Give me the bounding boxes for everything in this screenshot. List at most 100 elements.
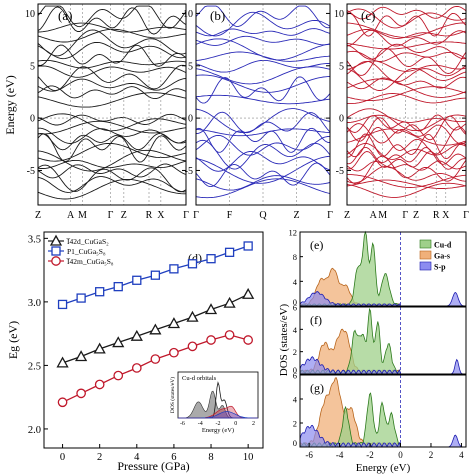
band-line [346, 12, 467, 37]
kpoint-label: Q [259, 210, 267, 221]
data-point [224, 247, 235, 257]
legend-swatch [419, 250, 432, 260]
x-tick-label: 10 [243, 452, 254, 463]
panel-label: (c) [361, 8, 375, 23]
y-tick-label: 0 [339, 114, 344, 125]
kpoint-label: X [157, 210, 165, 221]
band-line [195, 175, 331, 191]
band-line [37, 44, 187, 67]
data-point [169, 264, 179, 274]
series-0 [56, 287, 255, 368]
data-point [75, 350, 88, 362]
y-tick-label: 5 [339, 61, 344, 72]
y-tick-label: 8 [293, 252, 297, 262]
x-tick-label: 4 [134, 452, 140, 463]
band-line [346, 126, 467, 158]
series-1 [57, 241, 253, 310]
band-line [195, 155, 331, 184]
panel-label: (g) [310, 381, 324, 395]
x-tick-label: 0 [60, 452, 65, 463]
band-line [195, 59, 331, 73]
data-point [206, 254, 216, 264]
kpoint-label: Z [413, 210, 419, 221]
kpoint-label: Z [35, 210, 41, 221]
panel-label: (f) [310, 313, 322, 327]
bandgap-vs-pressure-chart: 0 2 4 6 8 10 2.0 2.5 3.0 3.5 Pressure (GPa) Eg (eV)… [6, 231, 264, 473]
data-point [206, 335, 216, 345]
y-tick-label: 2 [293, 347, 297, 357]
data-point [131, 363, 142, 373]
data-point [95, 287, 105, 297]
y-tick-label: 4 [293, 395, 298, 405]
band-line [37, 159, 187, 169]
data-point [113, 370, 124, 381]
band-line [37, 64, 187, 92]
data-point [186, 310, 199, 322]
band-line [347, 114, 467, 123]
inset-curve [178, 411, 258, 419]
data-point [132, 275, 142, 285]
band-line [38, 127, 187, 144]
band-line [37, 133, 187, 163]
band-line [195, 111, 331, 134]
y-tick-label: -5 [336, 166, 344, 177]
kpoint-label: Γ [402, 210, 408, 221]
kpoint-label: R [433, 210, 440, 221]
data-point [130, 329, 143, 341]
kpoint-label: Z [344, 210, 350, 221]
data-point [204, 303, 218, 315]
kpoint-label: A [67, 210, 75, 221]
band-line [346, 123, 467, 145]
band-line [346, 29, 467, 47]
y-tick-label: 4 [293, 325, 298, 335]
band-line [37, 29, 187, 57]
y-tick-label: 5 [188, 61, 193, 72]
band-line [195, 162, 331, 188]
panel-label: (e) [310, 238, 323, 252]
bands-ylabel: Energy (eV) [3, 75, 17, 134]
band-line [346, 47, 467, 76]
dos-panel-0: (e) 0 4 8 12 [289, 228, 467, 307]
band-line [195, 108, 331, 134]
kpoint-label: R [146, 210, 153, 221]
band-line [37, 92, 187, 108]
data-point [57, 397, 68, 408]
inset-tick-label: 0 [234, 421, 237, 427]
legend-text: Ga-s [434, 252, 450, 261]
band-line [37, 163, 187, 179]
y-tick-label: 4 [293, 277, 298, 287]
band-line [37, 5, 187, 29]
x-tick-label: -2 [366, 450, 374, 460]
band-line [37, 113, 187, 126]
band-line [346, 160, 467, 172]
data-point [113, 281, 123, 292]
y-tick-label: 10 [183, 9, 193, 20]
data-point [150, 270, 161, 280]
band-line [346, 151, 467, 170]
y-tick-label: -5 [185, 166, 193, 177]
x-tick-label: 2 [429, 450, 434, 460]
band-frame [37, 3, 187, 206]
data-point [187, 259, 198, 269]
band-line [37, 176, 187, 193]
y-tick-label: 6 [293, 303, 297, 313]
data-point [49, 234, 63, 246]
y-tick-label: 2.0 [28, 425, 41, 436]
band-line [37, 41, 187, 60]
dos-frame [299, 231, 467, 307]
dos-frame [299, 306, 467, 375]
legend-text: S-p [434, 263, 446, 272]
eg-frame [43, 231, 264, 449]
band-line [37, 28, 187, 43]
kpoint-label: M [378, 210, 387, 221]
inset-tick-label: -6 [180, 421, 185, 427]
eg-xlabel: Pressure (GPa) [117, 459, 189, 473]
x-tick-label: -4 [336, 450, 344, 460]
band-line [346, 8, 467, 29]
band-frame [195, 3, 331, 206]
dos-panel-2: (g) 0 2 4 6 [293, 371, 467, 449]
dos-panel-1: (f) 0 2 4 6 [293, 303, 467, 375]
legend-swatch [419, 261, 432, 271]
legend-swatch [419, 239, 432, 249]
y-tick-label: 0 [188, 114, 193, 125]
